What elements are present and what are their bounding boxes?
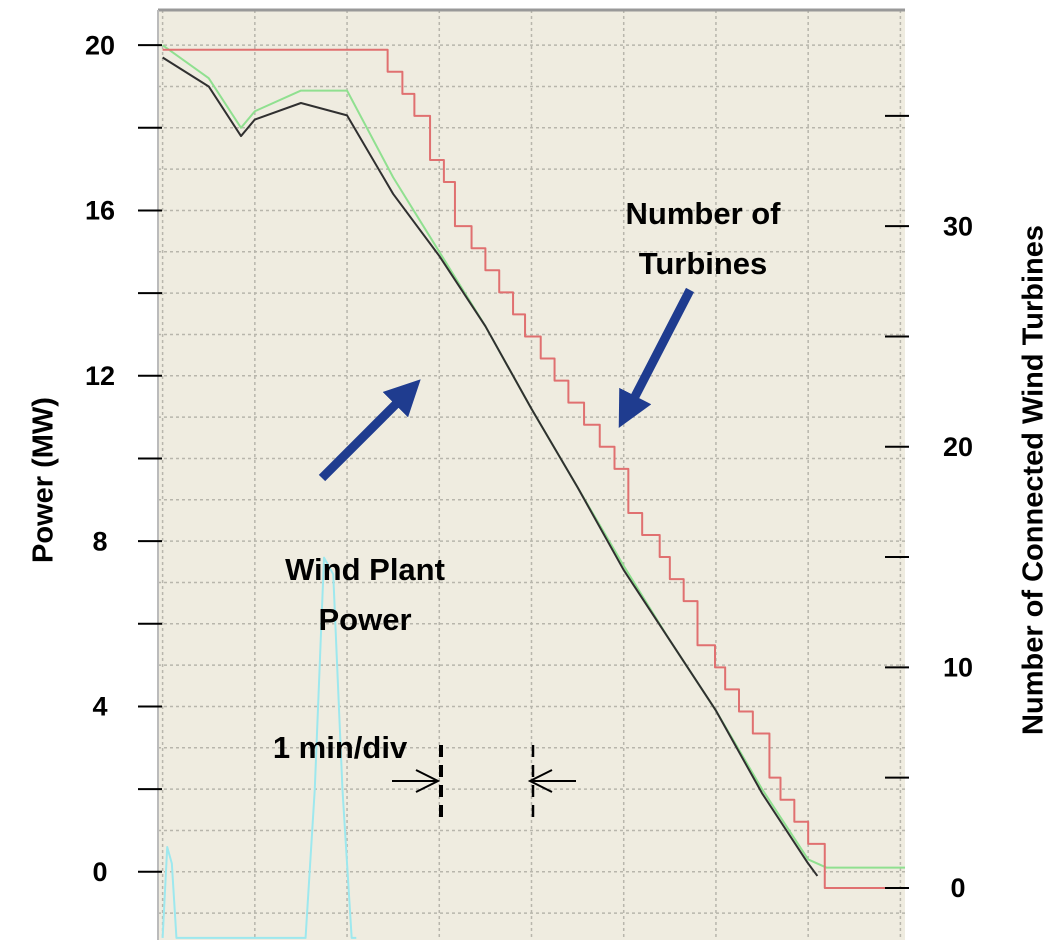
y2-tick-label: 10 [943, 652, 973, 682]
data-line [161, 556, 357, 939]
y-tick-label: 20 [85, 30, 115, 60]
annotations: Wind Plant Power Number of Turbines 1 min/di… [273, 196, 781, 765]
annotation: 1 min/div [273, 730, 408, 765]
arrow [392, 769, 441, 793]
lines [161, 44, 905, 939]
y2-axis-label: Number of Connected Wind Turbines [1018, 225, 1050, 735]
data-line [162, 48, 905, 889]
annotation: Turbines [639, 246, 768, 281]
data-line [162, 56, 819, 877]
annotation: Number of [626, 196, 782, 231]
annotation: Power [318, 602, 411, 637]
arrow [318, 379, 421, 482]
y-tick-label: 4 [92, 692, 107, 722]
y2-tick-label: 0 [950, 873, 965, 903]
y-tick-label: 12 [85, 361, 115, 391]
y-axis-label: Power (MW) [28, 397, 60, 563]
arrow [527, 769, 576, 793]
y-tick-label: 8 [92, 526, 107, 556]
y-tick-label: 0 [92, 857, 107, 887]
arrow [618, 287, 694, 428]
y-tick-label: 16 [85, 196, 115, 226]
annotation: Wind Plant [285, 552, 445, 587]
y2-tick-label: 30 [943, 211, 973, 241]
y2-tick-label: 20 [943, 432, 973, 462]
